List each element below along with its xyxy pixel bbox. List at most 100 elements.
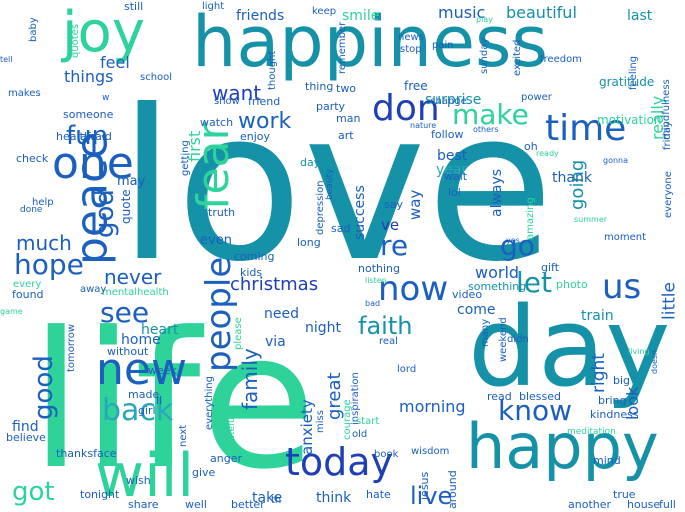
cloud-word-anxiety: anxiety <box>298 399 316 455</box>
cloud-word-full: full <box>659 498 676 511</box>
cloud-word-made: made <box>128 388 159 401</box>
cloud-word-surprise: surprise <box>425 92 481 108</box>
cloud-word-bring: bring <box>598 394 627 407</box>
cloud-word-read: read <box>487 390 512 403</box>
cloud-word-health: health <box>56 130 91 143</box>
cloud-word-wait: wait <box>444 170 468 183</box>
cloud-word-tell: tell <box>0 55 13 64</box>
cloud-word-others: others <box>473 125 498 134</box>
cloud-word-may: may <box>117 174 146 189</box>
cloud-word-family: family <box>238 348 262 410</box>
cloud-word-pain: pain <box>432 40 454 51</box>
cloud-word-inspiration: inspiration <box>350 372 361 425</box>
cloud-word-moment: moment <box>604 232 646 243</box>
cloud-word-yes: yes <box>506 236 520 245</box>
cloud-word-show: show <box>214 96 240 107</box>
cloud-word-best: best <box>437 148 468 164</box>
cloud-word-every: every <box>13 279 41 290</box>
cloud-word-wisdom: wisdom <box>411 446 449 457</box>
cloud-word-gift: gift <box>541 261 560 274</box>
cloud-word-kindness: kindness <box>590 408 639 421</box>
cloud-word-jesus: jesus <box>418 471 431 501</box>
cloud-word-two: two <box>336 82 356 95</box>
cloud-word-bad: bad <box>365 299 380 308</box>
cloud-word-well: well <box>185 498 207 511</box>
cloud-word-done: done <box>20 205 43 215</box>
cloud-word-love: love <box>118 66 554 308</box>
cloud-word-depression: depression <box>315 180 326 235</box>
cloud-word-people: people <box>199 257 239 372</box>
cloud-word-beautiful: beautiful <box>506 3 577 22</box>
cloud-word-want: want <box>212 81 261 105</box>
cloud-word-anger: anger <box>210 452 242 465</box>
cloud-word-never: never <box>104 265 162 289</box>
cloud-word-heart: heart <box>141 322 179 338</box>
cloud-word-summer: summer <box>574 215 608 224</box>
cloud-word-real: real <box>379 336 398 347</box>
cloud-word-music: music <box>438 3 485 22</box>
cloud-word-video: video <box>452 288 482 301</box>
cloud-word-without: without <box>107 345 149 358</box>
cloud-word-ready: ready <box>536 149 559 158</box>
cloud-word-makes: makes <box>8 88 41 99</box>
cloud-word-joy: joy <box>60 0 145 65</box>
cloud-word-give: give <box>192 466 216 479</box>
cloud-word-light: light <box>202 1 224 12</box>
cloud-word-nature: nature <box>410 121 436 130</box>
cloud-word-feel: feel <box>100 53 130 72</box>
cloud-word-find: find <box>12 419 39 435</box>
cloud-word-excited: excited <box>512 40 523 76</box>
cloud-word-blessed: blessed <box>519 390 561 403</box>
cloud-word-first: first <box>185 131 204 162</box>
cloud-word-friend: friend <box>248 95 280 108</box>
cloud-word-remember: remember <box>337 21 348 74</box>
cloud-word-getting: getting <box>180 140 191 176</box>
cloud-word-miss: miss <box>315 410 326 433</box>
cloud-word-sunday: sunday <box>479 38 490 74</box>
cloud-word-watch: watch <box>200 116 233 129</box>
cloud-word-listen: listen <box>365 276 387 285</box>
cloud-word-big: big <box>613 374 630 387</box>
cloud-word-home: home <box>121 332 161 348</box>
cloud-word-mind: mind <box>593 454 621 467</box>
cloud-word-hate: hate <box>366 488 391 501</box>
cloud-word-share: share <box>128 498 159 511</box>
cloud-word-news: news <box>398 32 424 43</box>
cloud-word-found: found <box>12 288 44 301</box>
cloud-word-things: things <box>64 67 114 86</box>
cloud-word-still: still <box>124 0 143 13</box>
cloud-word-even: even <box>200 233 232 248</box>
cloud-word-game: game <box>0 307 23 316</box>
cloud-word-gratitude: gratitude <box>599 75 654 89</box>
cloud-word-back: back <box>102 393 174 428</box>
cloud-word-wish: wish <box>126 474 151 487</box>
cloud-word-doesn: doesn <box>650 350 659 374</box>
cloud-word-will: will <box>95 441 194 511</box>
cloud-word-via: via <box>265 334 286 350</box>
cloud-word-baby: baby <box>28 17 39 42</box>
cloud-word-long: long <box>297 236 321 249</box>
cloud-word-happy: happy <box>466 410 659 483</box>
cloud-word-look: look <box>623 386 642 420</box>
cloud-word-photo: photo <box>556 278 588 291</box>
cloud-word-life: life <box>30 292 316 511</box>
cloud-word-days: days <box>300 156 326 169</box>
cloud-word-got: got <box>12 477 55 507</box>
cloud-word-need: need <box>264 306 299 322</box>
cloud-word-power: power <box>521 92 553 103</box>
cloud-word-everyone: everyone <box>663 171 674 218</box>
cloud-word-nothing: nothing <box>358 262 400 275</box>
cloud-word-friday: friday <box>662 121 673 150</box>
cloud-word-success: success <box>352 185 368 240</box>
cloud-word-year: year <box>436 162 467 178</box>
cloud-word-please: please <box>233 317 244 350</box>
cloud-word-make: make <box>452 98 529 131</box>
cloud-word-next: next <box>178 425 189 447</box>
cloud-word-ll: ll <box>156 394 162 407</box>
cloud-word-really: really <box>648 96 667 140</box>
cloud-word-oh: oh <box>524 140 538 153</box>
cloud-word-something: something <box>468 280 526 293</box>
cloud-word-know: know <box>498 394 572 427</box>
